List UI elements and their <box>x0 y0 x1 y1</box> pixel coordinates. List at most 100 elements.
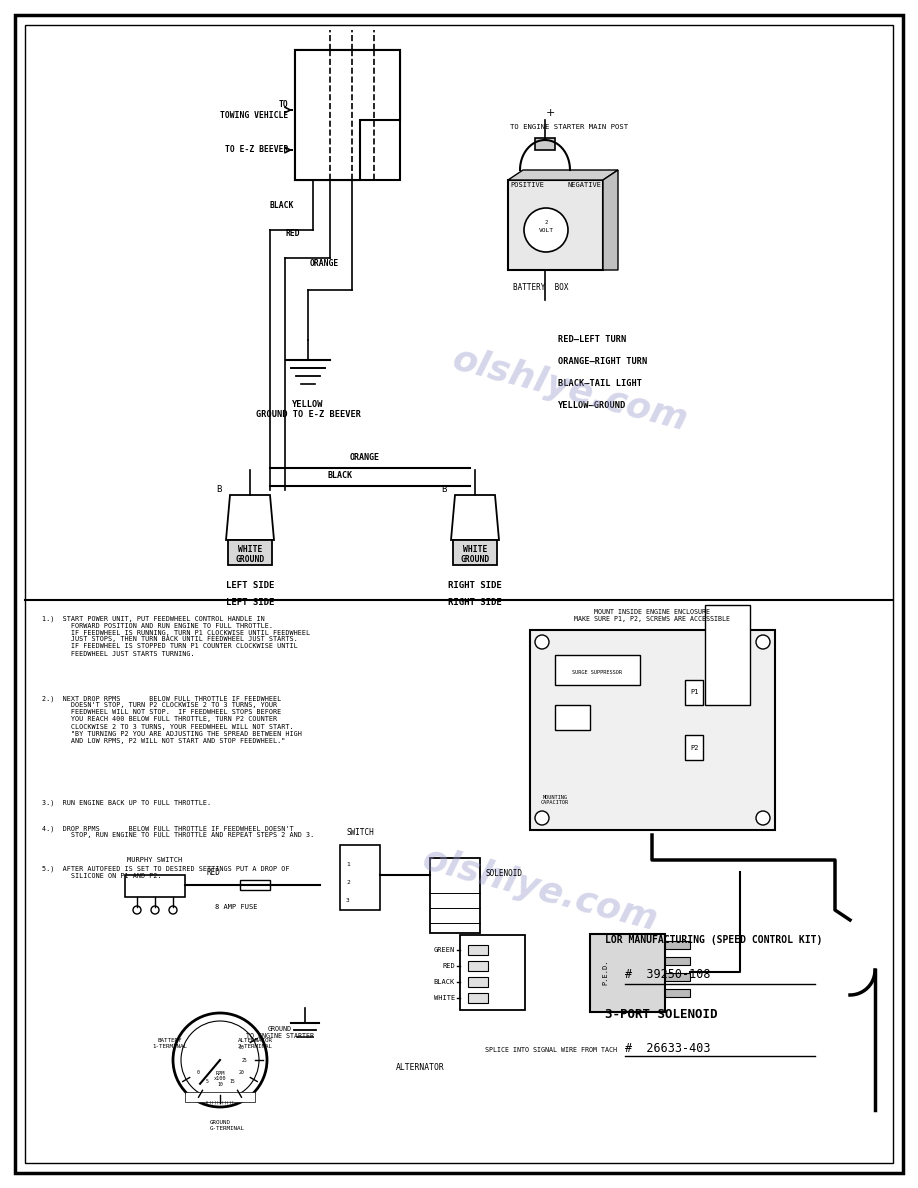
Bar <box>460 935 525 1010</box>
Text: BLACK—TAIL LIGHT: BLACK—TAIL LIGHT <box>558 379 642 388</box>
Circle shape <box>535 636 549 649</box>
Text: WHITE
GROUND: WHITE GROUND <box>235 545 264 564</box>
Text: VOLT: VOLT <box>539 227 554 233</box>
Bar <box>685 680 703 704</box>
Text: 8 AMP FUSE: 8 AMP FUSE <box>215 904 258 910</box>
Text: 2: 2 <box>544 221 548 226</box>
Text: #  26633-403: # 26633-403 <box>625 1042 711 1055</box>
Text: #  39250-108: # 39250-108 <box>625 968 711 981</box>
Text: LEFT SIDE: LEFT SIDE <box>226 598 274 607</box>
Bar <box>468 993 488 1003</box>
Text: MURPHY SWITCH: MURPHY SWITCH <box>128 857 183 862</box>
Bar <box>468 961 488 971</box>
Text: 1: 1 <box>346 862 350 867</box>
Text: WHITE: WHITE <box>433 996 455 1001</box>
Bar <box>430 858 480 933</box>
Text: olshlye.com: olshlye.com <box>449 342 691 438</box>
Text: 4.)  DROP RPMS       BELOW FULL THROTTLE IF FEEDWHEEL DOESN'T
       STOP, RUN E: 4.) DROP RPMS BELOW FULL THROTTLE IF FEE… <box>42 824 314 839</box>
Text: 3: 3 <box>346 898 350 904</box>
Text: GREEN: GREEN <box>433 947 455 953</box>
Text: SURGE SUPPRESSOR: SURGE SUPPRESSOR <box>572 670 622 676</box>
Text: MOUNT INSIDE ENGINE ENCLOSURE
MAKE SURE P1, P2, SCREWS ARE ACCESSIBLE: MOUNT INSIDE ENGINE ENCLOSURE MAKE SURE … <box>574 609 730 623</box>
Text: ORANGE: ORANGE <box>350 453 380 462</box>
Text: SWITCH: SWITCH <box>346 828 374 838</box>
Text: MOUNTING
CAPACITOR: MOUNTING CAPACITOR <box>541 795 569 805</box>
Bar <box>665 941 690 949</box>
Text: BLACK: BLACK <box>328 470 353 480</box>
Text: RED: RED <box>442 963 455 969</box>
Text: 30: 30 <box>239 1045 244 1050</box>
Text: BATTERY
1-TERMINAL: BATTERY 1-TERMINAL <box>152 1038 187 1049</box>
Bar <box>185 1092 255 1102</box>
Bar <box>685 735 703 760</box>
Text: WHITE
GROUND: WHITE GROUND <box>460 545 489 564</box>
Text: NEGATIVE: NEGATIVE <box>568 182 602 188</box>
Polygon shape <box>451 495 499 541</box>
Text: YELLOW
GROUND TO E-Z BEEVER: YELLOW GROUND TO E-Z BEEVER <box>255 400 361 419</box>
Bar <box>468 977 488 987</box>
Text: TO ENGINE STARTER MAIN POST: TO ENGINE STARTER MAIN POST <box>510 124 628 129</box>
Bar <box>705 605 750 704</box>
Bar <box>665 988 690 997</box>
Text: POSITIVE: POSITIVE <box>510 182 544 188</box>
Polygon shape <box>226 495 274 541</box>
Text: LOR MANUFACTURING (SPEED CONTROL KIT): LOR MANUFACTURING (SPEED CONTROL KIT) <box>605 935 823 944</box>
Circle shape <box>756 636 770 649</box>
Bar <box>468 944 488 955</box>
Text: 20: 20 <box>239 1070 244 1075</box>
Polygon shape <box>508 170 618 181</box>
Text: B: B <box>442 486 447 494</box>
Bar <box>530 630 775 830</box>
Text: SOLENOID: SOLENOID <box>485 868 522 878</box>
Circle shape <box>756 811 770 824</box>
Text: GROUND
TO ENGINE STARTER: GROUND TO ENGINE STARTER <box>246 1026 314 1040</box>
Text: P.E.D.: P.E.D. <box>602 959 608 985</box>
Text: TO E-Z BEEVER: TO E-Z BEEVER <box>225 145 288 154</box>
Bar <box>590 934 665 1012</box>
Polygon shape <box>603 170 618 270</box>
Text: B: B <box>217 486 222 494</box>
Text: RED—LEFT TURN: RED—LEFT TURN <box>558 335 626 345</box>
Text: +: + <box>546 108 555 118</box>
Text: olshlye.com: olshlye.com <box>419 842 662 937</box>
Text: P2: P2 <box>690 745 700 751</box>
Text: TO
TOWING VEHICLE: TO TOWING VEHICLE <box>219 100 288 120</box>
Bar <box>240 880 270 890</box>
Text: ALTERNATOR: ALTERNATOR <box>396 1063 444 1073</box>
Text: ORANGE—RIGHT TURN: ORANGE—RIGHT TURN <box>558 358 647 367</box>
Circle shape <box>169 906 177 914</box>
Bar <box>665 973 690 981</box>
Bar <box>340 845 380 910</box>
Text: 3-PORT SOLENOID: 3-PORT SOLENOID <box>605 1009 718 1022</box>
Circle shape <box>181 1020 259 1099</box>
Text: 25: 25 <box>242 1057 248 1062</box>
Text: 3.)  RUN ENGINE BACK UP TO FULL THROTTLE.: 3.) RUN ENGINE BACK UP TO FULL THROTTLE. <box>42 800 211 807</box>
Bar <box>228 541 272 565</box>
Text: RIGHT SIDE: RIGHT SIDE <box>448 581 502 589</box>
Text: 5: 5 <box>206 1079 209 1085</box>
Text: RPM
x100: RPM x100 <box>214 1070 226 1081</box>
Text: ORANGE: ORANGE <box>310 259 340 268</box>
Text: 10: 10 <box>218 1082 223 1087</box>
Bar <box>665 958 690 965</box>
Bar <box>555 704 590 729</box>
Bar <box>125 876 185 897</box>
Circle shape <box>173 1013 267 1107</box>
Text: 15: 15 <box>230 1079 235 1085</box>
Text: GROUND
G-TERMINAL: GROUND G-TERMINAL <box>210 1120 245 1131</box>
Bar <box>453 541 497 565</box>
Text: 5.)  AFTER AUTOFEED IS SET TO DESIRED SETTINGS PUT A DROP OF
       SILICONE ON : 5.) AFTER AUTOFEED IS SET TO DESIRED SET… <box>42 865 289 878</box>
Text: RIGHT SIDE: RIGHT SIDE <box>448 598 502 607</box>
Bar <box>508 181 603 270</box>
Text: LEFT SIDE: LEFT SIDE <box>226 581 274 589</box>
Circle shape <box>151 906 159 914</box>
Text: BLACK: BLACK <box>433 979 455 985</box>
Text: 0: 0 <box>197 1070 200 1075</box>
Circle shape <box>133 906 141 914</box>
Circle shape <box>535 811 549 824</box>
Text: RED: RED <box>206 868 220 877</box>
Text: ||||||||||||: |||||||||||| <box>205 1100 235 1104</box>
Text: 1.)  START POWER UNIT, PUT FEEDWHEEL CONTROL HANDLE IN
       FORWARD POSITION A: 1.) START POWER UNIT, PUT FEEDWHEEL CONT… <box>42 615 310 657</box>
Text: ALTERNATOR
2-TERMINAL: ALTERNATOR 2-TERMINAL <box>238 1038 273 1049</box>
Text: 2: 2 <box>346 880 350 885</box>
